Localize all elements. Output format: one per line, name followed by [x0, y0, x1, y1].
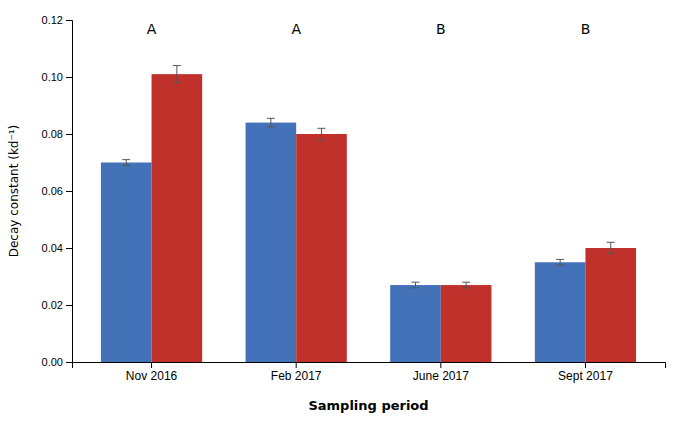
annotation: A: [291, 21, 301, 37]
y-tick: 0.04: [42, 242, 72, 254]
error-bar: [556, 259, 564, 265]
y-tick: 0.00: [42, 356, 72, 368]
x-tick-label: Nov 2016: [126, 369, 178, 383]
error-bar: [173, 66, 181, 83]
error-bar: [412, 282, 420, 288]
x-tick-mark: [585, 362, 586, 368]
y-tick-label: 0.12: [42, 14, 63, 26]
bar: [246, 123, 297, 362]
x-tick-label: Feb 2017: [271, 369, 322, 383]
x-tick: June 2017: [413, 362, 469, 383]
x-tick-label: June 2017: [413, 369, 469, 383]
x-tick: Sept 2017: [558, 362, 613, 383]
y-tick-mark: [66, 134, 72, 135]
y-tick-label: 0.00: [42, 356, 63, 368]
y-tick-label: 0.02: [42, 299, 63, 311]
y-axis-title: Decay constant (kd⁻¹): [7, 125, 21, 258]
error-bar: [462, 282, 470, 288]
chart: 0.00 0.02 0.04 0.06 0.08 0.10 0.12 Nov 2016 Feb …: [0, 0, 685, 424]
x-tick-mark: [296, 362, 297, 368]
bar: [101, 163, 152, 363]
y-tick: 0.10: [42, 71, 72, 83]
y-axis: 0.00 0.02 0.04 0.06 0.08 0.10 0.12: [42, 14, 73, 368]
y-tick: 0.08: [42, 128, 72, 140]
series: [152, 66, 637, 362]
error-bar: [317, 128, 325, 139]
y-tick-mark: [66, 362, 72, 363]
error-bar: [607, 242, 615, 253]
annotation: B: [581, 21, 591, 37]
x-tick-label: Sept 2017: [558, 369, 613, 383]
x-tick: Feb 2017: [271, 362, 322, 383]
y-tick-mark: [66, 20, 72, 21]
annotation: B: [436, 21, 446, 37]
error-bar: [122, 160, 130, 166]
y-tick-label: 0.08: [42, 128, 63, 140]
bar: [441, 285, 492, 362]
x-axis: Nov 2016 Feb 2017 June 2017 Sept 2017: [73, 362, 666, 383]
y-axis-line: [66, 21, 73, 363]
y-tick: 0.06: [42, 185, 72, 197]
y-tick-label: 0.06: [42, 185, 63, 197]
x-axis-title: Sampling period: [308, 398, 428, 413]
x-tick: Nov 2016: [126, 362, 178, 383]
y-tick: 0.12: [42, 14, 72, 26]
marks: [101, 66, 636, 362]
y-tick-mark: [66, 248, 72, 249]
x-axis-line: [73, 363, 666, 369]
bar: [152, 74, 203, 362]
plot: 0.00 0.02 0.04 0.06 0.08 0.10 0.12 Nov 2016 Feb …: [42, 14, 666, 383]
y-tick-label: 0.10: [42, 71, 63, 83]
y-tick-mark: [66, 77, 72, 78]
bar: [296, 134, 347, 362]
y-tick: 0.02: [42, 299, 72, 311]
bar: [585, 248, 636, 362]
bar: [535, 262, 586, 362]
bar: [390, 285, 441, 362]
y-tick-label: 0.04: [42, 242, 63, 254]
annotations: AABB: [147, 21, 590, 37]
x-tick-mark: [151, 362, 152, 368]
y-tick-mark: [66, 191, 72, 192]
y-tick-mark: [66, 305, 72, 306]
error-bar: [267, 118, 275, 127]
x-tick-mark: [440, 362, 441, 368]
annotation: A: [147, 21, 157, 37]
